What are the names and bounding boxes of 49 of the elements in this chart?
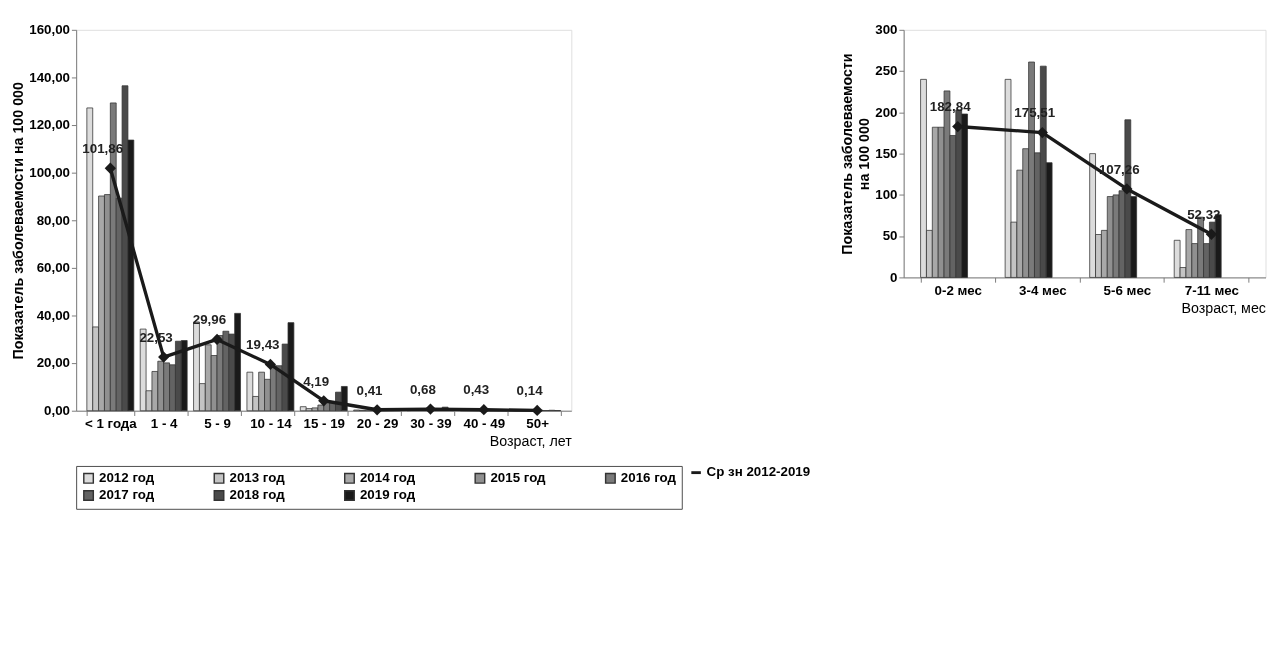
legend-label: Ср зн 2012-2019 bbox=[706, 464, 811, 480]
y-axis-title: Показатель заболеваемости на 100 000 bbox=[839, 53, 872, 255]
y-tick-label: 60,00 bbox=[36, 260, 70, 276]
y-tick-label: 160,00 bbox=[29, 22, 70, 38]
y-tick-label: 80,00 bbox=[36, 212, 70, 228]
legend-label: 2019 год bbox=[359, 487, 416, 503]
y-tick-label: 250 bbox=[875, 63, 898, 79]
y-tick-label: 50 bbox=[882, 228, 898, 244]
y-tick-label: 0 bbox=[890, 269, 898, 285]
x-tick-label: 20 - 29 bbox=[356, 416, 399, 432]
y-tick-label: 100 bbox=[875, 187, 898, 203]
y-tick-label: 40,00 bbox=[36, 307, 70, 323]
legend-label: 2018 год bbox=[229, 487, 286, 503]
legend-label: 2015 год bbox=[490, 470, 547, 486]
y-tick-label: 100,00 bbox=[29, 164, 70, 180]
x-tick-label: 5-6 мес bbox=[1103, 283, 1152, 299]
y-tick-label: 300 bbox=[875, 22, 898, 38]
y-tick-label: 140,00 bbox=[29, 69, 70, 85]
x-tick-label: 40 - 49 bbox=[463, 416, 506, 432]
legend-label: 2016 год bbox=[620, 470, 677, 486]
legend-label: 2013 год bbox=[229, 470, 286, 486]
x-axis-title: Возраст, лет bbox=[489, 433, 573, 450]
data-label: 19,43 bbox=[246, 337, 280, 353]
x-tick-label: 0-2 мес bbox=[934, 283, 983, 299]
x-tick-label: 15 - 19 bbox=[303, 416, 345, 432]
data-label: 29,96 bbox=[192, 312, 227, 328]
data-label: 4,19 bbox=[303, 373, 330, 389]
x-tick-label: 3-4 мес bbox=[1019, 283, 1068, 299]
data-label: 0,43 bbox=[463, 382, 490, 398]
y-tick-label: 120,00 bbox=[29, 117, 70, 133]
legend-label: 2017 год bbox=[99, 487, 155, 503]
y-tick-label: 20,00 bbox=[36, 355, 70, 371]
x-tick-label: < 1 года bbox=[84, 416, 138, 432]
data-label: 0,14 bbox=[516, 383, 544, 399]
x-axis-title: Возраст, мес bbox=[1181, 300, 1266, 317]
data-label: 0,68 bbox=[409, 381, 436, 397]
x-tick-label: 1 - 4 bbox=[150, 416, 179, 432]
y-tick-label: 200 bbox=[875, 104, 898, 120]
y-tick-label: 0,00 bbox=[44, 403, 70, 419]
x-tick-label: 50+ bbox=[526, 416, 550, 432]
x-tick-label: 7-11 мес bbox=[1184, 283, 1240, 299]
y-axis-title: Показатель заболеваемости на 100 000 bbox=[9, 81, 26, 360]
legend-label: 2014 год bbox=[359, 470, 416, 486]
legend-label: 2012 год bbox=[99, 470, 155, 486]
x-tick-label: 30 - 39 bbox=[410, 416, 452, 432]
x-tick-label: 5 - 9 bbox=[204, 416, 231, 432]
y-tick-label: 150 bbox=[875, 145, 898, 161]
x-tick-label: 10 - 14 bbox=[250, 416, 293, 432]
data-label: 0,41 bbox=[356, 382, 384, 398]
